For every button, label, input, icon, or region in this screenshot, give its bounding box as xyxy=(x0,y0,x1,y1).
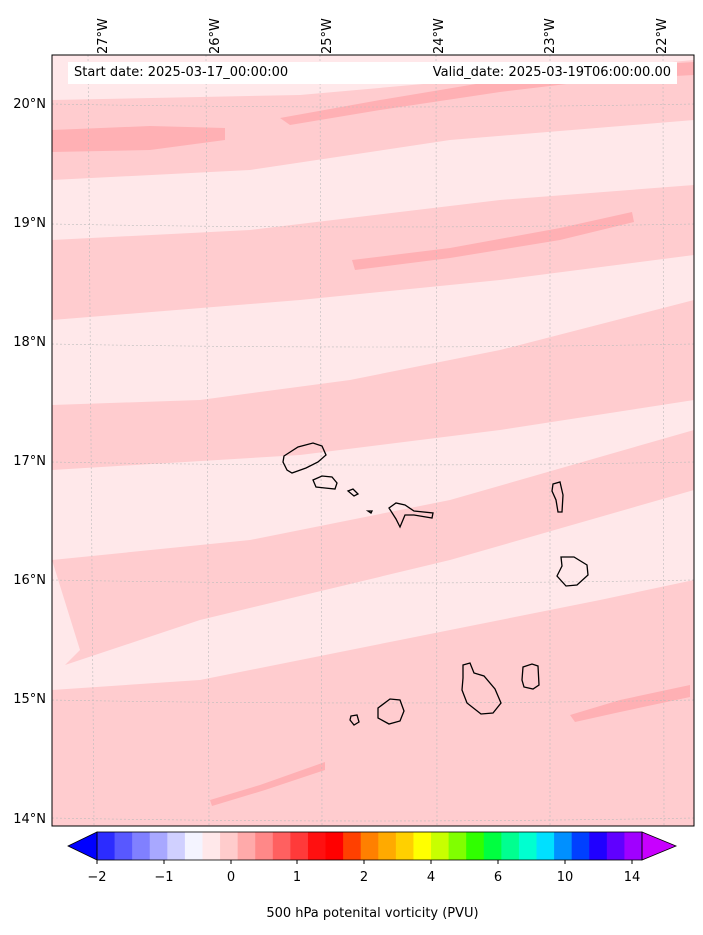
lat-label-19n: 19°N xyxy=(13,216,46,231)
island-sao-nicolau xyxy=(388,502,434,529)
island-branco xyxy=(365,510,374,514)
colorbar-segment xyxy=(360,832,379,860)
colorbar-segment xyxy=(395,832,414,860)
colorbar-segment xyxy=(413,832,432,860)
colorbar-tick-label: 6 xyxy=(493,870,503,885)
island-sal xyxy=(551,481,564,513)
colorbar-segment xyxy=(501,832,520,860)
pv-band xyxy=(210,762,325,806)
lat-label-17n: 17°N xyxy=(13,454,46,469)
pv-band xyxy=(52,60,694,180)
pv-band xyxy=(352,212,634,270)
island-sao-vicente xyxy=(312,475,338,490)
pv-band xyxy=(52,300,694,470)
pv-band xyxy=(52,430,694,665)
colorbar xyxy=(67,831,678,861)
colorbar-tick-label: 0 xyxy=(226,870,236,885)
coastlines xyxy=(282,442,589,726)
colorbar-tick-label: 10 xyxy=(556,870,574,885)
lat-label-14n: 14°N xyxy=(13,812,46,827)
colorbar-segment xyxy=(571,832,590,860)
colorbar-segment xyxy=(255,832,274,860)
island-santa-luzia xyxy=(346,488,360,497)
pv-band xyxy=(52,126,225,152)
colorbar-tick-marks xyxy=(96,860,633,864)
island-santo-antao xyxy=(282,442,327,474)
colorbar-segment xyxy=(554,832,573,860)
map-frame xyxy=(51,54,695,827)
info-box: Start date: 2025-03-17_00:00:00 Valid_da… xyxy=(68,62,677,84)
colorbar-tick-label: 1 xyxy=(292,870,302,885)
lon-label-23w: 23°W xyxy=(543,18,558,54)
colorbar-segment xyxy=(448,832,467,860)
pv-band xyxy=(52,185,694,320)
colorbar-segment xyxy=(149,832,168,860)
colorbar-segment xyxy=(184,832,203,860)
colorbar-segment xyxy=(325,832,344,860)
start-date-label: Start date: 2025-03-17_00:00:00 xyxy=(74,65,289,80)
pv-field xyxy=(52,55,694,826)
colorbar-tick-label: −2 xyxy=(87,870,107,885)
island-fogo xyxy=(377,698,405,725)
island-boa-vista xyxy=(556,556,589,587)
colorbar-frame xyxy=(96,831,643,861)
pv-band xyxy=(570,685,690,722)
island-santiago xyxy=(461,662,502,715)
colorbar-segment xyxy=(307,832,327,860)
lon-label-25w: 25°W xyxy=(320,18,335,54)
colorbar-segment xyxy=(167,832,186,860)
island-maio xyxy=(521,663,540,690)
colorbar-segment xyxy=(624,832,643,860)
colorbar-segment xyxy=(220,832,239,860)
colorbar-segment xyxy=(202,832,221,860)
colorbar-segment xyxy=(518,832,538,860)
colorbar-segment xyxy=(114,832,133,860)
lat-label-15n: 15°N xyxy=(13,692,46,707)
graticule xyxy=(52,55,694,826)
colorbar-segment xyxy=(132,832,151,860)
lat-label-20n: 20°N xyxy=(13,97,46,112)
colorbar-segment xyxy=(97,832,116,860)
colorbar-tick-label: 2 xyxy=(359,870,369,885)
island-brava xyxy=(349,714,360,726)
colorbar-segment xyxy=(466,832,485,860)
colorbar-segment xyxy=(237,832,256,860)
valid-date-label: Valid_date: 2025-03-19T06:00:00.00 xyxy=(432,65,671,80)
colorbar-segment xyxy=(290,832,309,860)
colorbar-segment xyxy=(431,832,450,860)
lon-label-26w: 26°W xyxy=(208,18,223,54)
colorbar-segment xyxy=(343,832,362,860)
colorbar-segment xyxy=(536,832,555,860)
colorbar-extend-min xyxy=(67,831,98,861)
colorbar-extend-max xyxy=(641,831,678,861)
lon-label-27w: 27°W xyxy=(96,18,111,54)
colorbar-segment xyxy=(378,832,397,860)
lon-label-24w: 24°W xyxy=(432,18,447,54)
lon-label-22w: 22°W xyxy=(655,18,670,54)
lat-label-16n: 16°N xyxy=(13,573,46,588)
colorbar-segment xyxy=(606,832,625,860)
colorbar-segment xyxy=(272,832,291,860)
colorbar-tick-label: 4 xyxy=(426,870,436,885)
lat-label-18n: 18°N xyxy=(13,335,46,350)
colorbar-tick-label: −1 xyxy=(154,870,174,885)
colorbar-title: 500 hPa potenital vorticity (PVU) xyxy=(266,906,479,921)
colorbar-segment xyxy=(589,832,608,860)
colorbar-tick-label: 14 xyxy=(623,870,641,885)
colorbar-segment xyxy=(483,832,502,860)
